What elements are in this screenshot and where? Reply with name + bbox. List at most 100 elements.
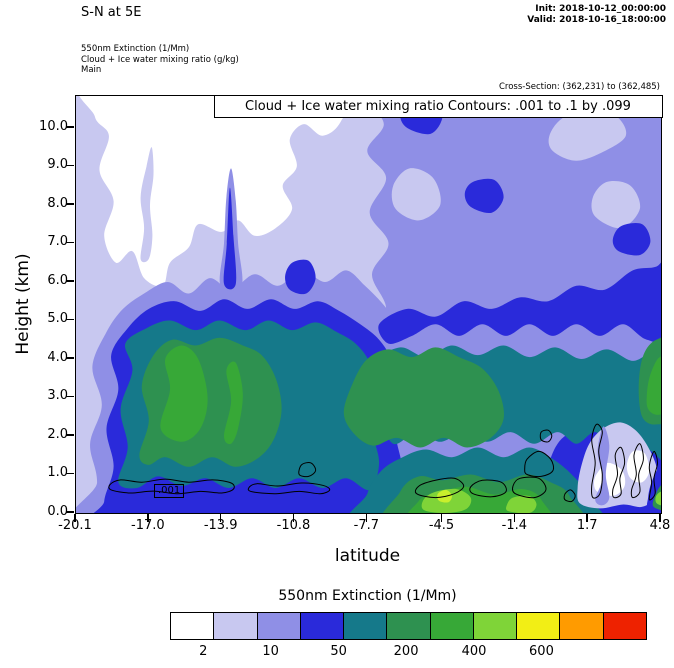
colorbar-cell-5 [343,613,387,639]
cloud-contour-line-2 [247,482,331,495]
x-tick-label: -1.4 [501,518,528,533]
x-tick-label: 1.7 [576,518,598,533]
x-tick-label: -20.1 [58,518,92,533]
y-tick-mark [66,434,74,436]
fill-region-lightgreen-bottom-b [506,495,537,513]
y-tick-label: 3.0 [47,388,68,404]
cloud-contour-line-6 [511,476,547,499]
colorbar-labels: 2 10 50 200 400 600 [170,644,645,660]
extinction-contour-field [76,96,661,513]
x-tick-mark [74,513,76,522]
y-tick-mark [66,280,74,282]
cloud-contour-line-9 [591,423,603,499]
y-tick-mark [66,357,74,359]
fill-region-lavender-wisp [140,147,154,263]
valid-time: Valid: 2018-10-16_18:00:00 [527,15,666,25]
x-tick-mark [440,513,443,522]
fill-region-blue-bump [285,259,316,295]
init-time: Init: 2018-10-12_00:00:00 [535,4,666,14]
y-tick-mark [66,126,74,128]
field-line-cloud: Cloud + Ice water mixing ratio (g/kg) [81,54,239,65]
contour-level-label: .001 [154,484,185,498]
y-tick-mark [66,164,74,167]
fill-region-green-right-edge [646,356,661,415]
field-line-domain: Main [81,65,102,75]
colorbar-tick-label: 600 [529,644,554,659]
y-tick-mark [66,395,74,398]
x-tick-label: -17.0 [131,518,165,533]
x-tick-label: -7.7 [353,518,379,533]
x-tick-mark [586,513,588,522]
y-tick-label: 0.0 [47,504,68,519]
cloud-contour-line-3 [298,462,317,478]
cloud-contour-line-12 [648,450,659,501]
y-tick-mark [66,241,74,244]
fill-region-seagreen-center [343,347,504,448]
fill-region-green-core-streak-b [224,361,243,445]
fill-region-blue-blob-mid [464,178,504,214]
y-tick-label: 6.0 [47,272,68,288]
y-tick-label: 8.0 [47,195,68,211]
cloud-contour-line-10 [612,446,626,499]
x-tick-label: -4.5 [428,518,455,533]
cross-section-info: Cross-Section: (362,231) to (362,485) [498,82,660,92]
x-tick-mark [659,513,661,522]
colorbar-title: 550nm Extinction (1/Mm) [278,588,457,604]
y-tick-mark [66,472,74,475]
colorbar-cell-2 [213,613,257,639]
cloud-contour-line-13 [563,489,576,503]
cloud-contour-line-4 [414,477,465,499]
x-tick-label: 4.8 [649,518,671,533]
x-tick-mark [292,513,295,522]
cloud-contour-line-11 [630,443,644,499]
colorbar-tick-label: 50 [330,644,347,659]
colorbar-tick-label: 400 [461,644,487,659]
colorbar-tick-label: 200 [393,644,419,659]
y-tick-label: 5.0 [47,311,68,327]
fill-region-lavender-topright [548,108,627,161]
fill-region-blue-band-right [378,262,661,344]
x-axis-label: latitude [334,546,401,566]
fill-region-lavender-patch-b [591,180,641,229]
fill-region-seagreen-core [139,337,282,467]
x-tick-label: -10.8 [276,518,311,533]
cloud-contour-line-5 [469,479,507,498]
colorbar-tick-label: 10 [262,644,279,659]
plot-title: Cloud + Ice water mixing ratio Contours:… [213,94,663,118]
x-tick-mark [365,513,368,522]
colorbar-cell-11 [602,613,646,639]
x-tick-mark [219,513,222,522]
y-tick-mark [66,203,74,205]
y-tick-mark [66,511,74,513]
fill-region-spike-inner [223,187,237,290]
y-tick-label: 2.0 [47,426,68,442]
fill-region-blue-blob-right [612,223,651,256]
y-tick-label: 7.0 [47,234,68,250]
x-tick-mark [147,513,149,522]
colorbar-cell-3 [256,613,300,639]
fill-region-corner-lightgreen [655,491,661,506]
y-axis-label: Height (km) [13,253,33,355]
plot-area: Cloud + Ice water mixing ratio Contours:… [75,94,663,514]
x-tick-mark [513,513,516,522]
fill-region-lavender-patch-a [391,168,441,221]
colorbar-cell-6 [386,613,430,639]
colorbar [170,612,647,640]
cloud-contour-line-8 [539,429,553,443]
colorbar-tick-label: 2 [199,644,208,659]
fill-region-pocket-periwinkle-streak [595,426,610,506]
y-tick-label: 4.0 [47,349,68,365]
y-tick-label: 9.0 [47,157,68,173]
y-tick-label: 10.0 [39,118,68,134]
cloud-contour-line-1 [108,478,235,495]
y-tick-mark [66,318,74,321]
colorbar-cell-10 [559,613,603,639]
fill-region-green-core-streak [160,345,208,442]
colorbar-cell-1 [171,613,214,639]
field-meta: 550nm Extinction (1/Mm) Cloud + Ice wate… [81,44,239,76]
colorbar-cell-8 [472,613,517,639]
section-title: S-N at 5E [81,5,142,20]
cloud-contour-line-7 [524,450,555,478]
field-line-extinction: 550nm Extinction (1/Mm) [81,44,190,54]
